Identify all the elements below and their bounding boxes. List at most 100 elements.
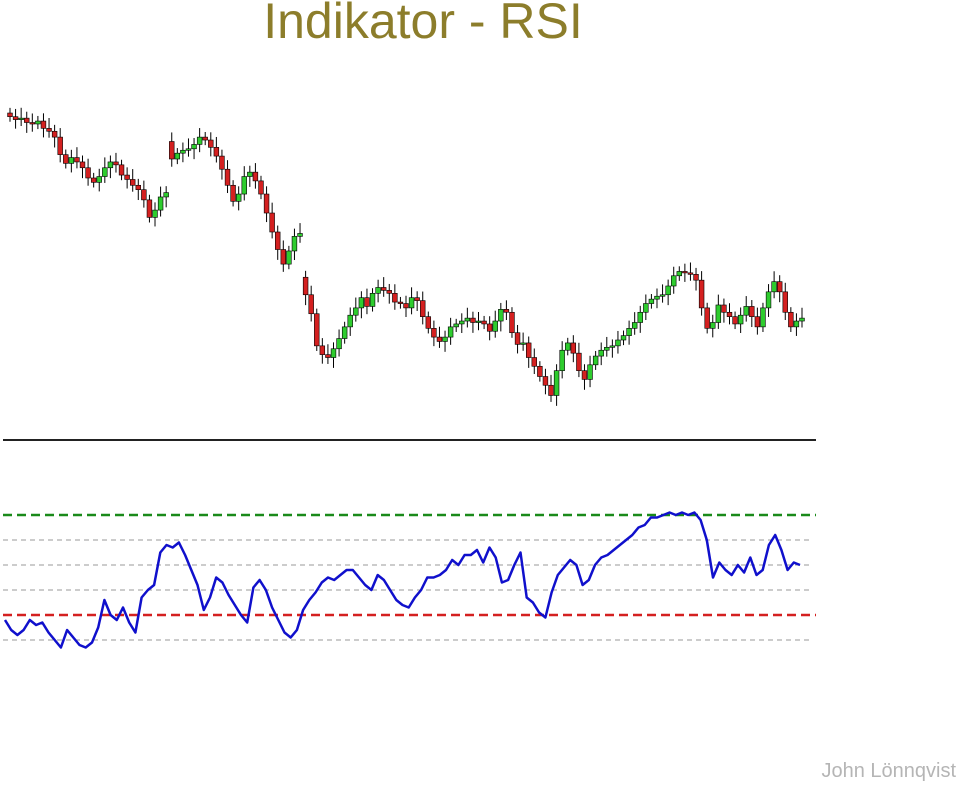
candle (325, 344, 331, 364)
candle (258, 175, 264, 200)
candle (559, 341, 565, 379)
candle-body-down (526, 342, 532, 358)
candle (235, 186, 242, 211)
candle (180, 142, 186, 163)
candle (420, 291, 426, 325)
candle-body-up (375, 287, 381, 294)
candle (96, 168, 102, 192)
candle-body-up (341, 326, 348, 339)
candle-body-down (230, 184, 236, 202)
candle-body-up (35, 120, 41, 125)
candle (464, 307, 471, 328)
candle (79, 155, 86, 179)
candle-body-up (464, 317, 471, 322)
candle (548, 374, 554, 402)
candle-body-up (609, 345, 616, 348)
candle (157, 186, 164, 217)
candle (604, 336, 610, 357)
candle (687, 262, 694, 281)
candle-body-down (85, 167, 91, 179)
candle (213, 136, 220, 163)
candle-body-up (163, 192, 169, 198)
candle (553, 364, 560, 406)
rsi-indicator-chart (3, 439, 816, 649)
candle-body-down (726, 311, 733, 317)
candle (754, 307, 761, 335)
candle-body-up (369, 293, 376, 307)
candle-body-up (297, 233, 303, 237)
candle-body-down (124, 174, 130, 180)
candle-body-down (380, 287, 387, 291)
candle-body-down (698, 279, 705, 309)
candle (704, 302, 710, 334)
candle (118, 159, 125, 181)
candle-body-down (51, 130, 58, 138)
candle (665, 279, 671, 306)
candle-body-down (436, 336, 443, 342)
candle-body-up (358, 297, 365, 309)
candle (252, 163, 259, 189)
candle-body-up (620, 335, 627, 341)
candle (581, 364, 588, 390)
candle-body-up (565, 342, 571, 351)
candle-body-down (682, 271, 688, 274)
candle (793, 313, 800, 336)
candle-body-up (102, 167, 108, 177)
candle (765, 284, 772, 317)
candle (113, 152, 119, 173)
candle-body-down (420, 300, 426, 317)
candle-body-down (364, 297, 370, 307)
candle-body-down (118, 164, 125, 176)
candle-body-up (559, 349, 565, 371)
candle (191, 137, 197, 160)
candle (224, 160, 231, 194)
candle (146, 194, 153, 223)
candle-body-up (107, 161, 114, 169)
candle-body-down (319, 345, 326, 355)
candle (124, 167, 130, 189)
candle-body-down (258, 180, 264, 195)
candle-body-down (269, 212, 275, 233)
candle-body-down (392, 293, 398, 303)
candle (503, 300, 510, 321)
candle (737, 307, 744, 334)
candle (85, 158, 91, 186)
candle (470, 311, 476, 333)
candle (776, 275, 783, 303)
candle-body-up (475, 320, 482, 323)
candle-body-down (481, 320, 487, 325)
candle-body-up (180, 149, 186, 154)
candle-body-up (191, 144, 197, 150)
candle-body-down (135, 184, 141, 190)
candle-body-up (453, 323, 459, 328)
candle-body-down (403, 303, 409, 309)
candle (392, 284, 398, 310)
candle-body-up (615, 339, 621, 347)
candle (174, 148, 181, 165)
candle-body-up (793, 320, 800, 328)
candle-body-down (581, 370, 588, 380)
candle (219, 149, 225, 180)
candle-body-up (671, 275, 677, 287)
candle (531, 348, 537, 375)
candle-body-down (46, 128, 52, 132)
candle (643, 294, 649, 321)
candle-body-down (548, 384, 554, 396)
candle-body-up (743, 306, 749, 316)
candle-body-down (208, 139, 214, 148)
candle-body-down (687, 272, 694, 275)
author-credit: John Lönnqvist (821, 760, 956, 782)
candle (163, 186, 169, 208)
candle (263, 186, 270, 223)
candle (102, 157, 108, 183)
candle (353, 297, 359, 322)
candle (336, 329, 342, 357)
candle (698, 271, 705, 316)
candle-body-down (280, 249, 286, 265)
candle-body-down (431, 328, 437, 338)
candle-body-down (503, 309, 510, 313)
candle (721, 298, 727, 323)
candle (520, 332, 526, 351)
candle-body-down (79, 161, 86, 169)
candle (648, 294, 655, 309)
